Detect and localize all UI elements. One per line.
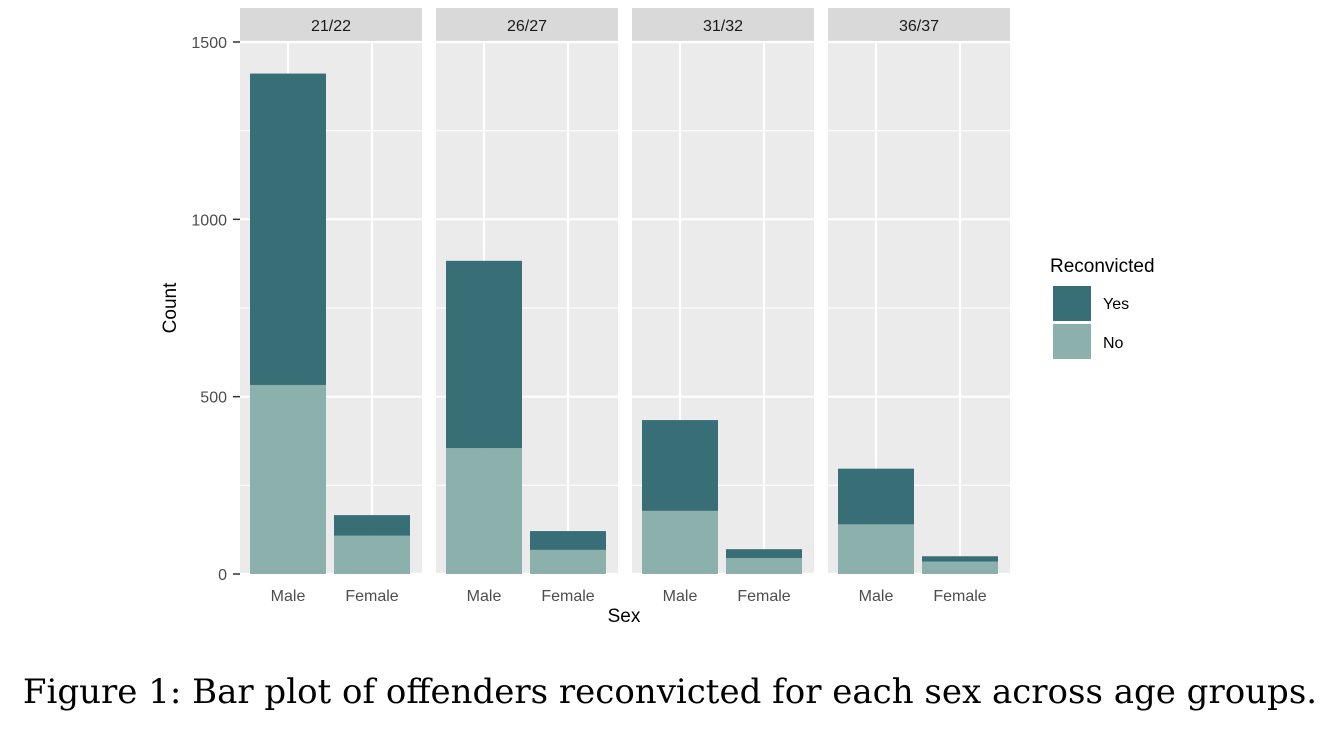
facet-strip-label: 36/37 xyxy=(899,18,939,35)
x-tick-label-male: Male xyxy=(271,588,306,605)
y-tick-label: 0 xyxy=(218,567,227,584)
bar-yes-female xyxy=(726,549,802,559)
x-tick-label-female: Female xyxy=(933,588,986,605)
facet-strip-label: 26/27 xyxy=(507,18,547,35)
facet-strip xyxy=(240,8,422,42)
faceted-bar-chart: 21/22 Male Female 26/27 Male Female 31/32 Male F… xyxy=(160,8,1155,627)
facet-strip xyxy=(632,8,814,42)
x-tick-label-male: Male xyxy=(467,588,502,605)
facet-panel-4: 36/37 Male Female xyxy=(828,8,1010,605)
legend-key-yes xyxy=(1053,286,1091,321)
y-axis: 0 500 1000 1500 xyxy=(191,35,240,584)
legend-key-no xyxy=(1053,324,1091,359)
legend-label-no: No xyxy=(1103,335,1124,352)
bar-yes-female xyxy=(530,531,606,550)
facet-panel-2: 26/27 Male Female xyxy=(436,8,618,605)
bar-no-male xyxy=(838,524,914,574)
facet-panel-1: 21/22 Male Female xyxy=(240,8,422,605)
facet-strip xyxy=(436,8,618,42)
bar-no-male xyxy=(446,448,522,574)
legend-label-yes: Yes xyxy=(1103,296,1129,313)
bar-no-male xyxy=(250,384,326,574)
x-axis-title: Sex xyxy=(608,606,641,627)
bar-yes-male xyxy=(642,420,718,511)
bar-no-male xyxy=(642,510,718,574)
bar-yes-female xyxy=(334,515,410,536)
x-tick-label-female: Female xyxy=(345,588,398,605)
legend: Reconvicted Yes No xyxy=(1050,256,1155,359)
figure-caption: Figure 1: Bar plot of offenders reconvic… xyxy=(22,672,1318,712)
y-tick-label: 500 xyxy=(200,390,227,407)
bar-no-female xyxy=(334,535,410,574)
bar-no-female xyxy=(922,561,998,574)
x-tick-label-male: Male xyxy=(859,588,894,605)
facet-strip-label: 21/22 xyxy=(311,18,351,35)
facet-strip xyxy=(828,8,1010,42)
x-tick-label-male: Male xyxy=(663,588,698,605)
bar-yes-female xyxy=(922,556,998,562)
x-tick-label-female: Female xyxy=(737,588,790,605)
bar-yes-male xyxy=(250,73,326,385)
bar-yes-male xyxy=(446,260,522,449)
facet-strip-label: 31/32 xyxy=(703,18,743,35)
facet-panel-3: 31/32 Male Female xyxy=(632,8,814,605)
legend-title: Reconvicted xyxy=(1050,256,1155,277)
bar-yes-male xyxy=(838,468,914,525)
x-tick-label-female: Female xyxy=(541,588,594,605)
y-tick-label: 1000 xyxy=(191,212,227,229)
y-axis-title: Count xyxy=(160,282,181,333)
y-tick-label: 1500 xyxy=(191,35,227,52)
bar-no-female xyxy=(726,558,802,574)
facet-panels: 21/22 Male Female 26/27 Male Female 31/32 Male F… xyxy=(240,8,1010,605)
bar-no-female xyxy=(530,549,606,574)
